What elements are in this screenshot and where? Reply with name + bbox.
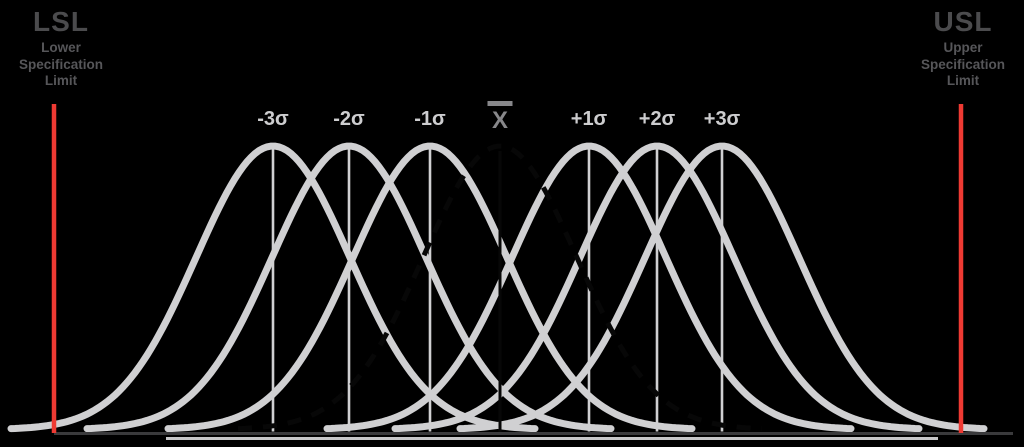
usl-label-block: USL Upper Specification Limit	[898, 8, 1024, 90]
lsl-subtitle: Lower Specification Limit	[0, 40, 126, 90]
bell-curve-mean-dashed	[237, 143, 763, 432]
lsl-subtitle-line: Specification	[18, 56, 104, 72]
label-minus-2-sigma: -2σ	[333, 108, 365, 130]
bell-curve-plus-1-sigma	[323, 142, 855, 433]
usl-subtitle-line: Specification	[920, 56, 1006, 72]
usl-subtitle: Upper Specification Limit	[898, 40, 1024, 90]
lsl-subtitle-line: Lower	[41, 40, 81, 55]
label-plus-1-sigma: +1σ	[570, 108, 608, 130]
label-mean-x-bar: X	[487, 101, 513, 134]
bell-curve-plus-2-sigma	[391, 142, 923, 433]
bell-curve-minus-2-sigma	[83, 142, 615, 433]
x-bar-letter: X	[491, 107, 508, 134]
lsl-subtitle-line: Limit	[44, 73, 78, 88]
bell-curve-plus-3-sigma	[456, 142, 988, 433]
lsl-label-block: LSL Lower Specification Limit	[0, 8, 126, 90]
usl-title: USL	[933, 6, 993, 37]
x-bar-overline	[487, 101, 513, 106]
label-minus-3-sigma: -3σ	[257, 108, 289, 130]
usl-subtitle-line: Upper	[943, 40, 983, 55]
bell-curve-minus-3-sigma	[7, 142, 539, 433]
label-plus-3-sigma: +3σ	[703, 108, 741, 130]
label-plus-2-sigma: +2σ	[638, 108, 676, 130]
usl-subtitle-line: Limit	[946, 73, 980, 88]
lsl-title: LSL	[33, 6, 89, 37]
label-minus-1-sigma: -1σ	[414, 108, 446, 130]
bell-curve-minus-1-sigma	[164, 142, 696, 433]
